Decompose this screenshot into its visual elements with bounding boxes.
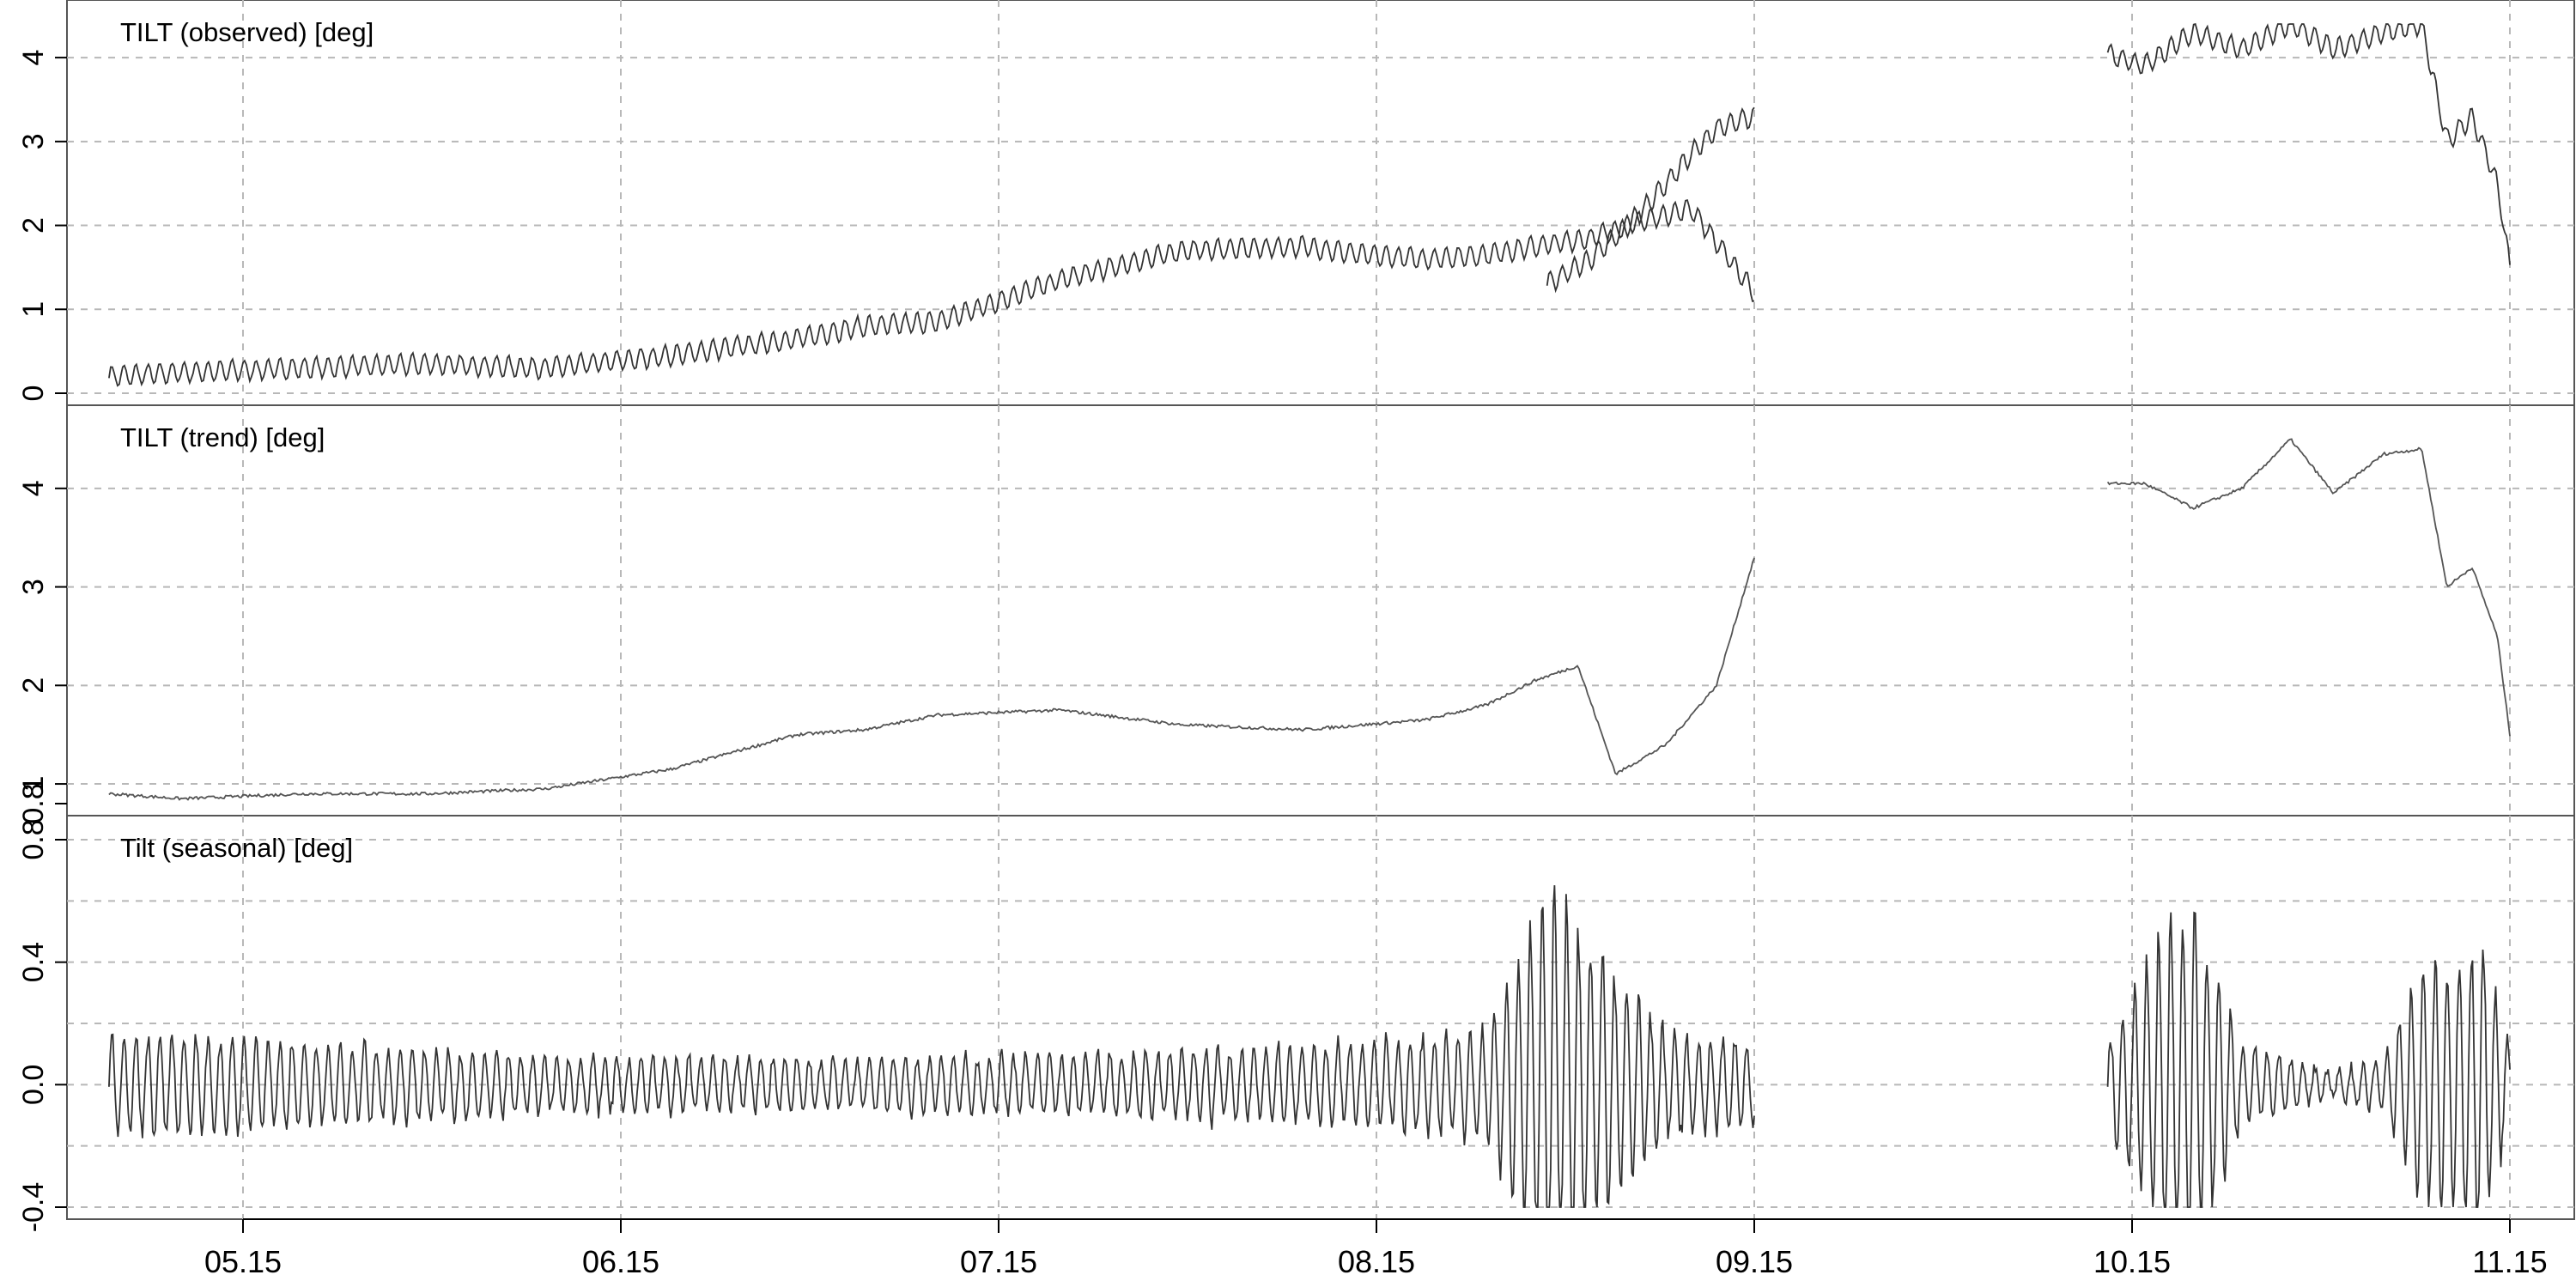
y-tick-label: 1 — [17, 301, 50, 318]
x-tick-label: 09.15 — [1716, 1244, 1793, 1279]
y-tick-label: 1 — [17, 776, 50, 792]
y-tick-label: 2 — [17, 217, 50, 234]
y-tick-label: 0.4 — [17, 942, 50, 982]
panel-frame — [66, 404, 2575, 817]
y-tick-label: 2 — [17, 677, 50, 694]
y-tick-label: 0 — [17, 385, 50, 402]
panel-title: TILT (trend) [deg] — [120, 422, 325, 452]
x-tick-label: 05.15 — [204, 1244, 282, 1279]
y-tick-label: 3 — [17, 133, 50, 149]
x-tick-label: 06.15 — [582, 1244, 659, 1279]
y-tick-label: -0.4 — [17, 1182, 50, 1233]
y-tick-label: 4 — [17, 50, 50, 66]
x-tick-label: 10.15 — [2093, 1244, 2171, 1279]
series-line-segment-3 — [2106, 22, 2511, 265]
x-tick-label: 08.15 — [1338, 1244, 1415, 1279]
y-tick-label: 4 — [17, 480, 50, 496]
y-tick-label: 0.8 — [17, 783, 50, 823]
series-line-segment-1 — [108, 198, 1755, 387]
series-line-segment-2 — [2106, 911, 2511, 1208]
y-tick-label: 0.8 — [17, 819, 50, 859]
panel-title: TILT (observed) [deg] — [120, 17, 374, 47]
series-line-segment-2 — [1546, 106, 1755, 294]
panel-3: -0.4 0.0 0.4 0.8 Tilt (seasonal) [deg] — [17, 815, 2575, 1233]
series-line-segment-1 — [108, 557, 1755, 801]
series-line-segment-1 — [108, 885, 1755, 1208]
x-tick-label: 11.15 — [2472, 1244, 2547, 1279]
panel-2: 0.81 2 3 4 TILT (trend) [deg] — [17, 404, 2575, 824]
panel-1: 0 1 2 3 4 TILT (observed) [deg] — [17, 0, 2575, 406]
series-line-segment-2 — [2106, 438, 2511, 737]
x-tick-label: 07.15 — [960, 1244, 1037, 1279]
y-tick-label: 3 — [17, 579, 50, 595]
y-tick-label: 0.0 — [17, 1065, 50, 1105]
x-axis: 05.15 06.15 07.15 08.15 09.15 10.15 11.15 — [204, 1218, 2548, 1279]
panel-frame — [66, 0, 2575, 406]
panel-title: Tilt (seasonal) [deg] — [120, 833, 353, 863]
